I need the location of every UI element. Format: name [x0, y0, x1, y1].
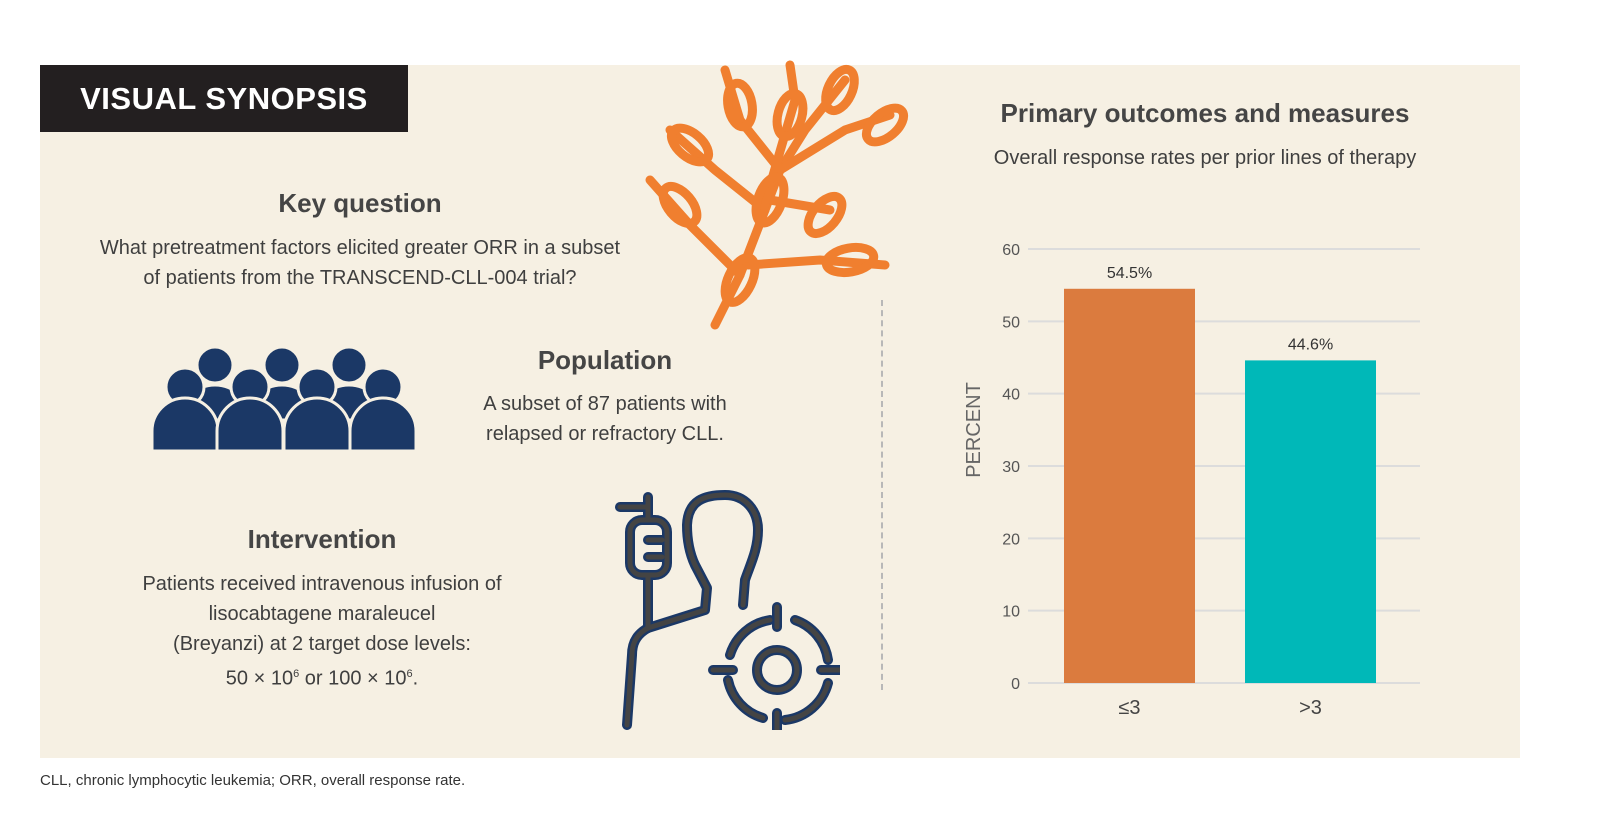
y-tick-label: 30	[1002, 459, 1020, 476]
iv-patient-target-icon	[615, 490, 840, 730]
footnote: CLL, chronic lymphocytic leukemia; ORR, …	[40, 772, 466, 789]
y-tick-label: 50	[1002, 314, 1020, 331]
y-tick-label: 60	[1002, 242, 1020, 259]
dose-line: 50 × 106 or 100 × 106.	[92, 659, 552, 694]
text-line: relapsed or refractory CLL.	[486, 423, 724, 445]
outcomes-subtitle: Overall response rates per prior lines o…	[993, 147, 1417, 169]
y-tick-label: 10	[1002, 604, 1020, 621]
x-tick-label: ≤3	[1118, 697, 1140, 719]
people-group-icon	[150, 345, 418, 453]
y-tick-label: 20	[1002, 531, 1020, 548]
x-tick-label: >3	[1299, 697, 1322, 719]
bar	[1245, 360, 1376, 683]
dose-b: or 100 × 10	[299, 667, 407, 690]
text-line: What pretreatment factors elicited great…	[99, 237, 621, 259]
exponent: 6	[293, 668, 300, 680]
y-tick-label: 40	[1002, 387, 1020, 404]
data-label: 54.5%	[1107, 265, 1152, 282]
outcomes-heading: Primary outcomes and measures	[1000, 98, 1410, 128]
key-question-heading: Key question	[278, 188, 442, 218]
exponent: 6	[406, 668, 413, 680]
intervention-text: Patients received intravenous infusion o…	[92, 569, 552, 694]
branch-illustration	[645, 60, 909, 330]
key-question-text: What pretreatment factors elicited great…	[60, 233, 660, 293]
data-label: 44.6%	[1288, 336, 1333, 353]
intervention-heading: Intervention	[247, 524, 397, 554]
text-line: Patients received intravenous infusion o…	[142, 573, 502, 595]
text-line: of patients from the TRANSCEND-CLL-004 t…	[143, 267, 577, 289]
banner: VISUAL SYNOPSIS	[40, 65, 408, 132]
text-line: A subset of 87 patients with	[483, 393, 727, 415]
bar	[1064, 288, 1195, 683]
dose-a: 50 × 10	[225, 667, 294, 690]
text-line: (Breyanzi) at 2 target dose levels:	[173, 633, 471, 655]
text-line: lisocabtagene maraleucel	[208, 603, 436, 625]
y-tick-label: 0	[1011, 676, 1020, 693]
population-heading: Population	[537, 345, 673, 375]
y-axis-label: PERCENT	[963, 382, 985, 478]
period: .	[412, 667, 419, 690]
divider	[881, 300, 883, 690]
population-text: A subset of 87 patients with relapsed or…	[430, 389, 780, 449]
